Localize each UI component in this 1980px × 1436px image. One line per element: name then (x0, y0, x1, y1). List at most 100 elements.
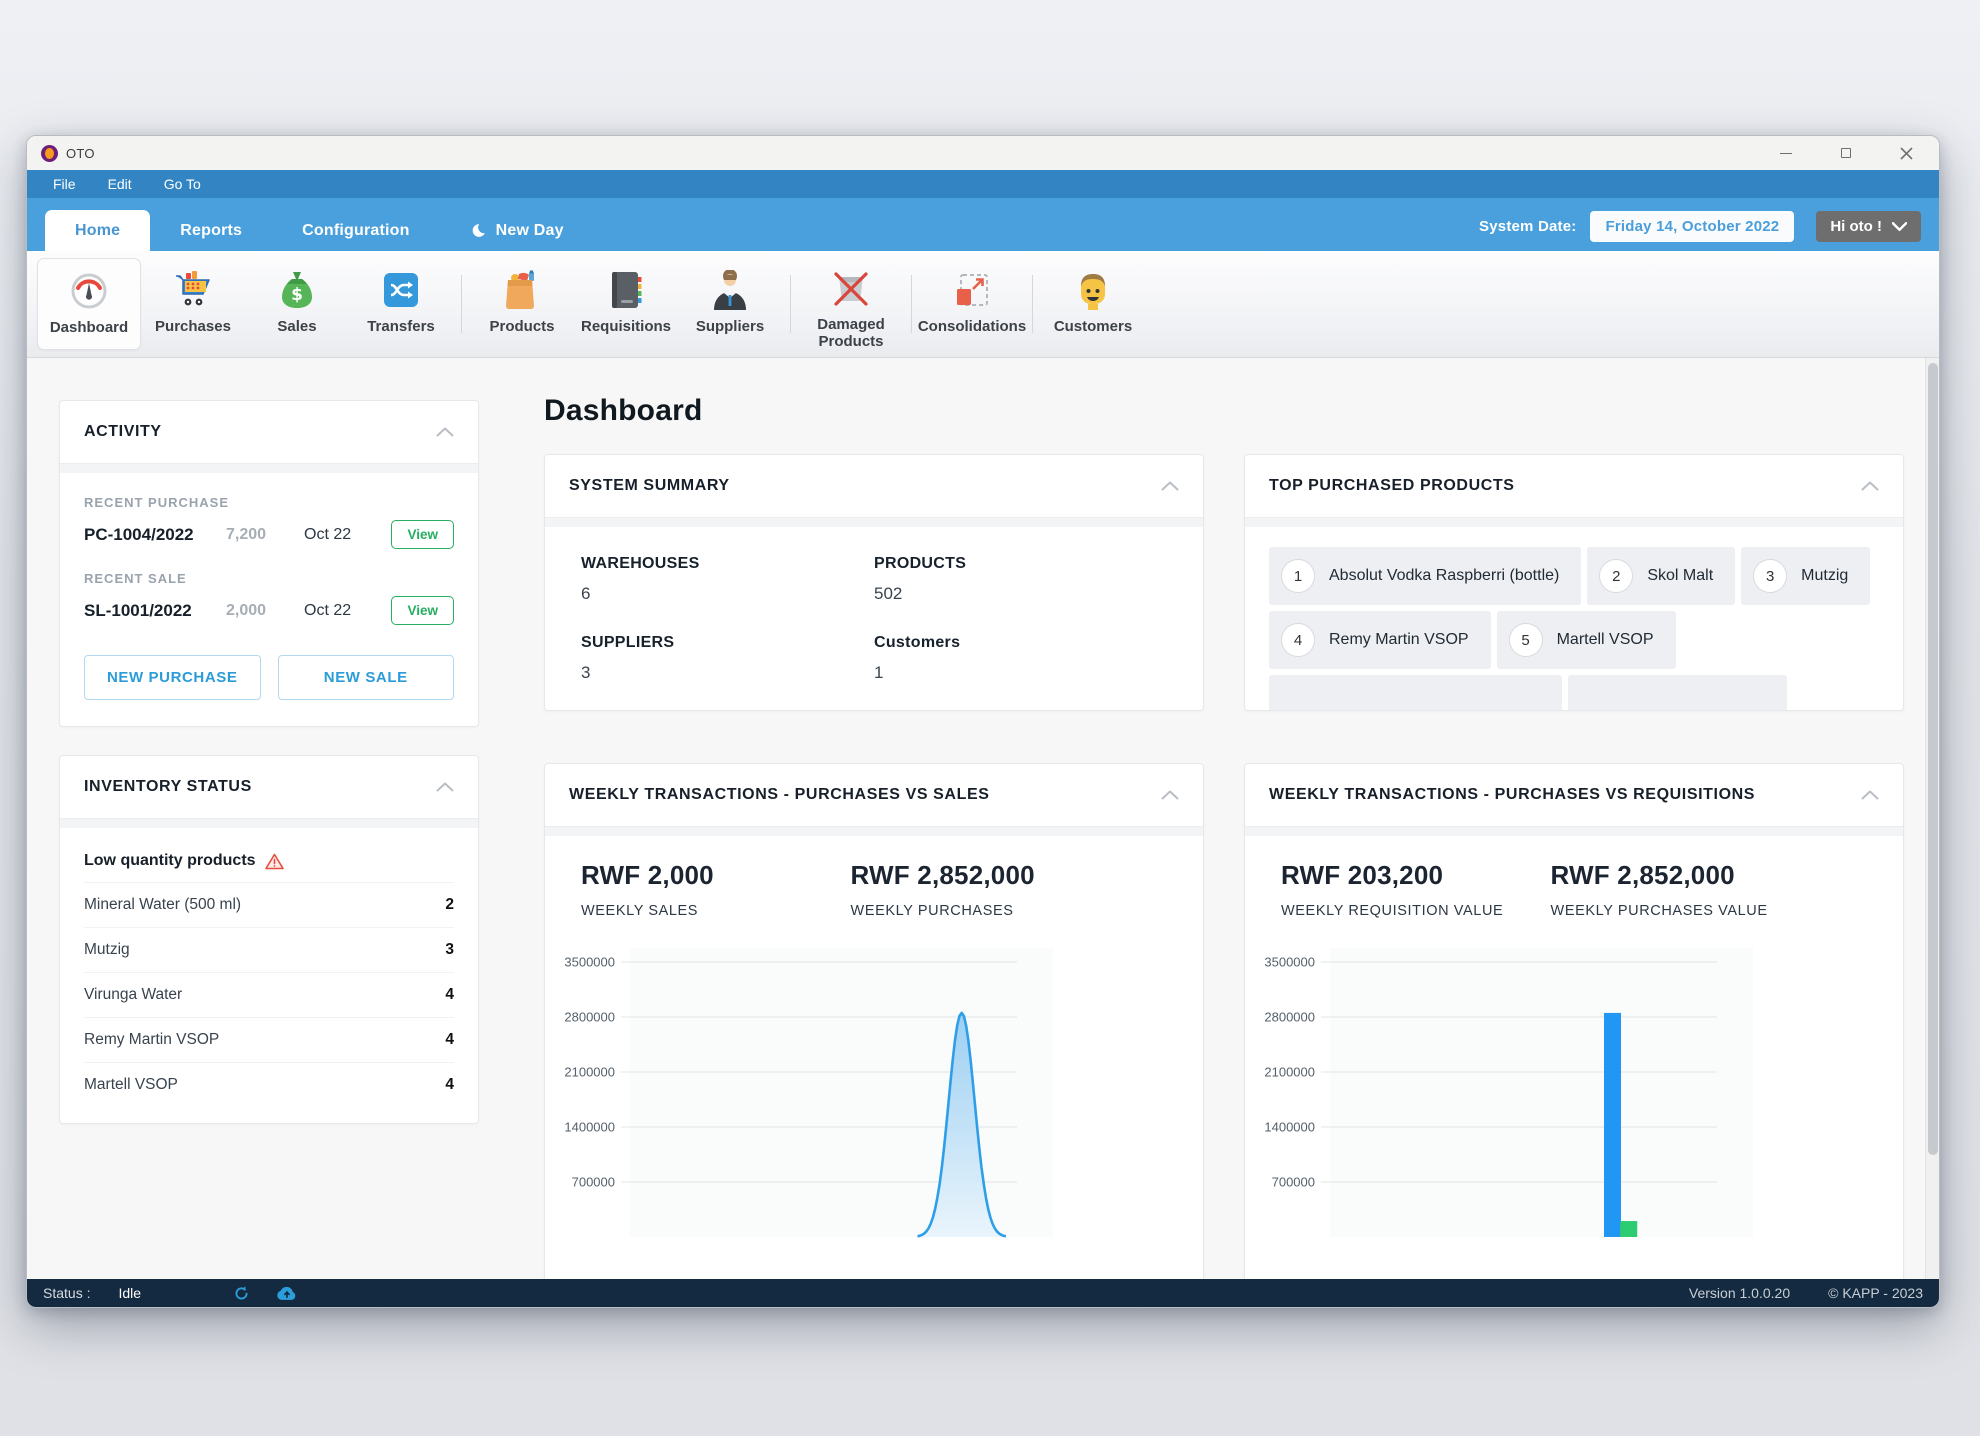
money-bag-icon: $ (279, 268, 315, 312)
svg-text:2100000: 2100000 (564, 1065, 615, 1080)
toolbar-sales[interactable]: $ Sales (245, 258, 349, 350)
toolbar-consolidations[interactable]: Consolidations (918, 258, 1026, 350)
svg-text:3500000: 3500000 (1264, 955, 1315, 970)
collapse-chevron-icon[interactable] (436, 427, 454, 437)
card-divider (545, 826, 1203, 836)
inventory-row: Mineral Water (500 ml) 2 (84, 882, 454, 927)
low-quantity-label: Low quantity products (84, 852, 256, 869)
product-qty: 4 (445, 1076, 454, 1093)
maximize-button[interactable] (1837, 144, 1855, 162)
purchases-vs-requisitions-chart: 3500000 2800000 2100000 1400000 700000 (1264, 948, 1753, 1237)
top-product-chip (1269, 675, 1562, 710)
svg-text:700000: 700000 (1272, 1175, 1315, 1190)
menu-goto[interactable]: Go To (163, 176, 201, 192)
recent-sale-label: RECENT SALE (84, 571, 187, 586)
cloud-sync-icon[interactable] (276, 1285, 298, 1301)
toolbar-damaged-products[interactable]: Damaged Products (799, 258, 903, 350)
top-product-chip: 4 Remy Martin VSOP (1269, 611, 1491, 669)
rank-badge: 5 (1508, 623, 1543, 657)
close-icon (1899, 146, 1913, 160)
svg-text:2800000: 2800000 (564, 1010, 615, 1025)
summary-stat: SUPPLIERS 3 (581, 634, 675, 682)
menu-file[interactable]: File (53, 176, 76, 192)
tab-configuration[interactable]: Configuration (302, 221, 410, 239)
toolbar-customers[interactable]: Customers (1041, 258, 1145, 350)
cart-icon (172, 268, 214, 312)
warning-icon (264, 853, 284, 869)
new-purchase-button[interactable]: NEW PURCHASE (84, 655, 261, 700)
view-purchase-button[interactable]: View (391, 520, 454, 549)
refresh-icon[interactable] (233, 1285, 250, 1302)
collapse-chevron-icon[interactable] (1861, 790, 1879, 800)
title-bar: OTO (27, 136, 1939, 170)
svg-text:$: $ (291, 285, 303, 305)
businessman-icon (710, 268, 750, 312)
vertical-scrollbar[interactable] (1925, 358, 1939, 1279)
toolbar-dashboard[interactable]: Dashboard (37, 258, 141, 350)
toolbar-products[interactable]: Products (470, 258, 574, 350)
version-label: Version 1.0.0.20 (1688, 1285, 1791, 1301)
top-product-chip (1567, 675, 1788, 710)
sale-ref: SL-1001/2022 (84, 600, 192, 620)
toolbar-transfers[interactable]: Transfers (349, 258, 453, 350)
toolbar-purchases[interactable]: Purchases (141, 258, 245, 350)
recent-sale-row: SL-1001/2022 2,000 Oct 22 View (84, 596, 454, 625)
system-date-label: System Date: (1479, 218, 1577, 235)
collapse-chevron-icon[interactable] (1161, 481, 1179, 491)
copyright-label: © KAPP - 2023 (1828, 1285, 1923, 1301)
weekly-sales-stat: RWF 2,000 WEEKLY SALES (581, 860, 714, 919)
collapse-chevron-icon[interactable] (1161, 790, 1179, 800)
svg-text:700000: 700000 (572, 1175, 615, 1190)
system-summary-title: SYSTEM SUMMARY (569, 477, 730, 494)
tab-home[interactable]: Home (45, 210, 151, 251)
scrollbar-thumb[interactable] (1928, 363, 1938, 1156)
product-qty: 3 (445, 941, 454, 958)
activity-title: ACTIVITY (84, 423, 162, 440)
purchases-vs-requisitions-title: WEEKLY TRANSACTIONS - PURCHASES VS REQUI… (1269, 786, 1756, 803)
product-qty: 2 (445, 896, 454, 913)
product-qty: 4 (445, 1031, 454, 1048)
system-date-value[interactable]: Friday 14, October 2022 (1590, 211, 1795, 242)
svg-text:1400000: 1400000 (1264, 1120, 1315, 1135)
collapse-chevron-icon[interactable] (436, 782, 454, 792)
close-button[interactable] (1897, 144, 1915, 162)
rank-badge: 2 (1599, 559, 1634, 593)
shuffle-icon (382, 268, 420, 312)
tab-new-day[interactable]: New Day (440, 210, 594, 251)
toolbar-requisitions[interactable]: Requisitions (574, 258, 678, 350)
svg-text:1400000: 1400000 (564, 1120, 615, 1135)
weekly-purchases-value-stat: RWF 2,852,000 WEEKLY PURCHASES VALUE (1550, 860, 1768, 919)
ledger-icon (609, 268, 643, 312)
card-divider (1245, 826, 1903, 836)
product-name: Mineral Water (500 ml) (84, 896, 242, 913)
inventory-status-card: INVENTORY STATUS Low quantity products (59, 755, 479, 1124)
content-area: ACTIVITY RECENT PURCHASE PC-1004/2022 7,… (27, 358, 1939, 1279)
menu-edit[interactable]: Edit (107, 176, 132, 192)
new-sale-button[interactable]: NEW SALE (277, 655, 454, 700)
view-sale-button[interactable]: View (391, 596, 454, 625)
rank-badge: 3 (1753, 559, 1788, 593)
sale-date: Oct 22 (304, 601, 352, 619)
summary-stat: WAREHOUSES 6 (581, 555, 700, 603)
user-menu-button[interactable]: Hi oto ! (1816, 211, 1921, 242)
maximize-icon (1841, 148, 1851, 158)
collapse-chevron-icon[interactable] (1861, 481, 1879, 491)
card-divider (60, 463, 478, 473)
toolbar-divider (1032, 275, 1033, 333)
inventory-row: Remy Martin VSOP 4 (84, 1017, 454, 1062)
window-title: OTO (66, 145, 95, 161)
top-product-chip: 5 Martell VSOP (1496, 611, 1676, 669)
svg-text:2800000: 2800000 (1264, 1010, 1315, 1025)
sale-amount: 2,000 (226, 601, 267, 619)
toolbar-divider (790, 275, 791, 333)
toolbar-suppliers[interactable]: Suppliers (678, 258, 782, 350)
weekly-requisition-stat: RWF 203,200 WEEKLY REQUISITION VALUE (1281, 860, 1504, 919)
minimize-button[interactable] (1777, 144, 1795, 162)
recent-purchase-row: PC-1004/2022 7,200 Oct 22 View (84, 520, 454, 549)
svg-text:2100000: 2100000 (1264, 1065, 1315, 1080)
status-label: Status : (43, 1285, 91, 1301)
tab-reports[interactable]: Reports (180, 221, 243, 239)
merge-icon (953, 268, 991, 312)
app-logo-icon (41, 144, 58, 162)
page-title: Dashboard (544, 394, 703, 427)
